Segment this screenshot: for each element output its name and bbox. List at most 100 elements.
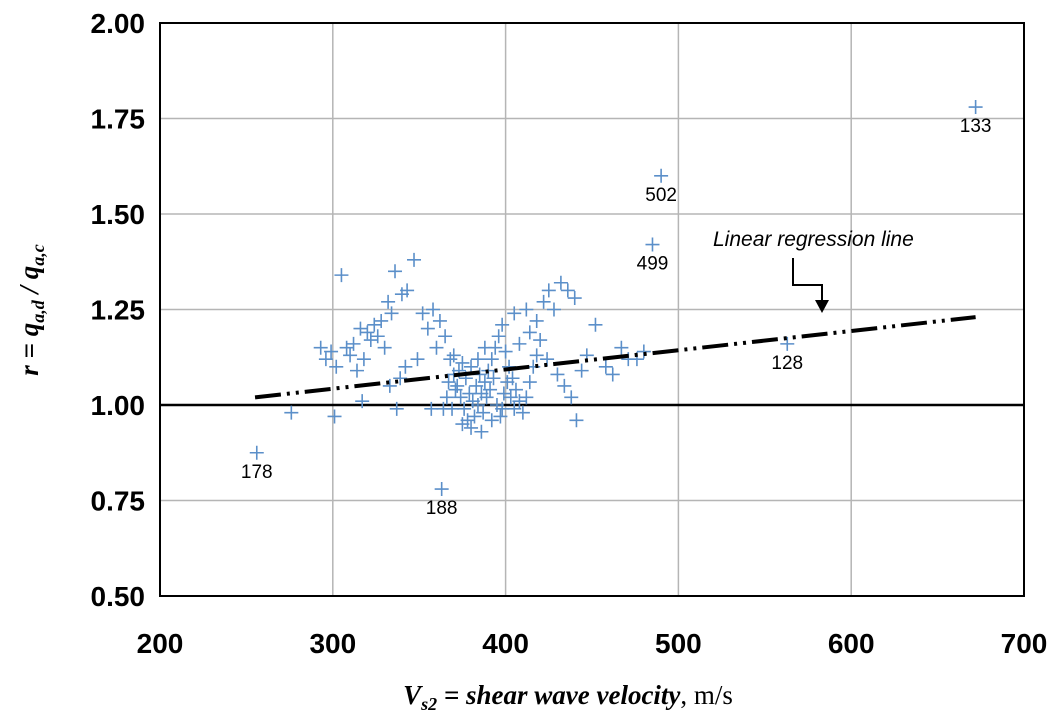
data-point (614, 340, 629, 355)
y-tick-label: 2.00 (91, 8, 146, 39)
data-point (356, 352, 371, 367)
x-tick-label: 700 (1001, 628, 1048, 659)
data-point (486, 371, 501, 386)
x-tick-label: 300 (309, 628, 356, 659)
data-point (636, 344, 651, 359)
data-point (522, 325, 537, 340)
data-point (429, 340, 444, 355)
y-tick-label: 1.50 (91, 199, 146, 230)
data-point (503, 390, 518, 405)
data-point (349, 363, 364, 378)
data-point (450, 378, 465, 393)
grid (159, 22, 1025, 597)
data-point (467, 409, 482, 424)
data-point (477, 375, 492, 390)
annotation-arrowhead (815, 300, 829, 313)
data-point (533, 333, 548, 348)
data-point (432, 313, 447, 328)
data-point (436, 401, 451, 416)
data-point (360, 325, 375, 340)
plot-area-border (159, 22, 1025, 597)
data-point (479, 390, 494, 405)
data-point (470, 352, 485, 367)
data-point (968, 100, 983, 115)
data-point (564, 390, 579, 405)
data-point (249, 445, 264, 460)
data-point (439, 390, 454, 405)
data-point (355, 394, 370, 409)
data-point (353, 321, 368, 336)
data-point (327, 409, 342, 424)
data-point (455, 355, 470, 370)
point-label: 178 (241, 462, 273, 483)
data-point (453, 390, 468, 405)
x-tick-label: 400 (482, 628, 529, 659)
x-tick-label: 200 (137, 628, 184, 659)
data-point (393, 371, 408, 386)
point-label: 128 (771, 353, 803, 374)
data-point (495, 317, 510, 332)
y-title-sep: / (14, 279, 44, 300)
data-point (550, 367, 565, 382)
data-point (512, 336, 527, 351)
data-point (374, 313, 389, 328)
data-point (529, 348, 544, 363)
point-label: 499 (637, 254, 669, 275)
y-title-den: q (14, 266, 44, 280)
data-point (313, 340, 328, 355)
data-point (446, 348, 461, 363)
data-point (567, 291, 582, 306)
data-point (541, 283, 556, 298)
y-tick-label: 0.50 (91, 581, 146, 612)
data-point (441, 375, 456, 390)
annotation-arrow (792, 258, 823, 302)
data-point (605, 367, 620, 382)
data-point (491, 329, 506, 344)
y-tick-label: 1.00 (91, 390, 146, 421)
data-point (464, 420, 479, 435)
x-axis-ticks: 200 300 400 500 600 700 (137, 628, 1048, 659)
data-point (588, 317, 603, 332)
data-point (507, 306, 522, 321)
data-point (389, 401, 404, 416)
regression-line (254, 315, 976, 400)
data-point (519, 390, 534, 405)
data-point (654, 168, 669, 183)
data-point (645, 237, 660, 252)
point-label: 188 (426, 498, 458, 519)
data-point (363, 333, 378, 348)
y-tick-label: 0.75 (91, 486, 146, 517)
point-labels: 133 502 499 128 178 188 (241, 116, 992, 519)
data-point (512, 394, 527, 409)
x-tick-label: 600 (828, 628, 875, 659)
data-point (457, 401, 472, 416)
data-point (498, 344, 513, 359)
data-point (546, 302, 561, 317)
data-point (384, 306, 399, 321)
data-point (407, 252, 422, 267)
data-point (410, 352, 425, 367)
data-point (443, 352, 458, 367)
y-tick-label: 1.75 (91, 104, 146, 135)
data-points (249, 100, 983, 497)
data-point (557, 378, 572, 393)
data-point (367, 317, 382, 332)
data-point (598, 359, 613, 374)
data-point (420, 321, 435, 336)
data-point (522, 375, 537, 390)
data-point (484, 413, 499, 428)
data-point (508, 382, 523, 397)
data-point (484, 352, 499, 367)
data-point (415, 306, 430, 321)
data-point (284, 405, 299, 420)
data-point (462, 386, 477, 401)
data-point (493, 409, 508, 424)
data-point (507, 401, 522, 416)
data-point (370, 329, 385, 344)
data-point (434, 482, 449, 497)
x-axis-title: Vs2 = shear wave velocity, m/s (403, 680, 733, 714)
y-tick-label: 1.25 (91, 295, 146, 326)
data-point (388, 264, 403, 279)
data-point (574, 363, 589, 378)
